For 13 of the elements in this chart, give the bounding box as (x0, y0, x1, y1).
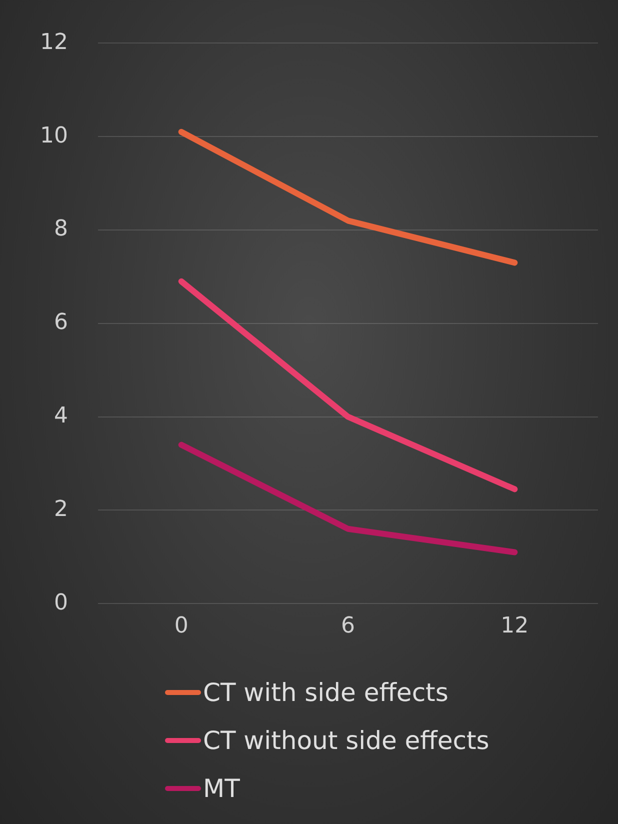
y-tick-label: 2 (54, 496, 68, 522)
y-tick-label: 8 (54, 216, 68, 242)
x-tick-label: 6 (340, 614, 355, 639)
y-tick-label: 4 (54, 404, 68, 429)
legend-label: CT without side effects (203, 726, 490, 754)
x-tick-label: 12 (500, 614, 529, 639)
y-tick-label: 10 (40, 123, 68, 148)
x-tick-label: 0 (174, 614, 188, 639)
legend-label: MT (203, 774, 240, 802)
legend-label: CT with side effects (203, 678, 448, 706)
y-tick-label: 0 (54, 590, 68, 616)
y-tick-label: 6 (54, 310, 68, 336)
y-tick-label: 12 (40, 30, 68, 55)
